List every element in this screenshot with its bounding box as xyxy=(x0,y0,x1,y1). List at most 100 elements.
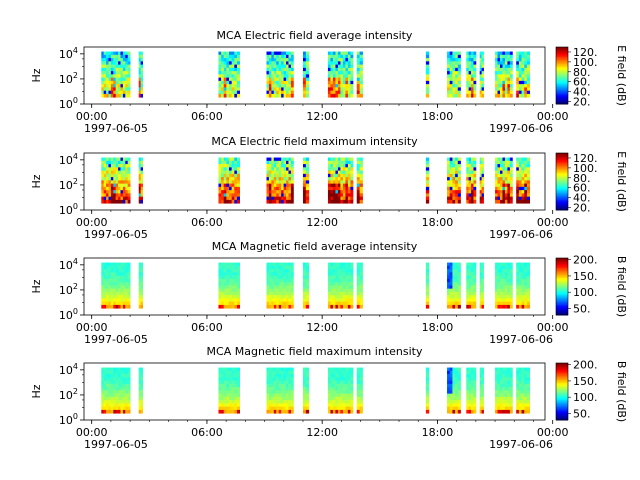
spectrogram-cell xyxy=(221,167,225,171)
spectrogram-cell xyxy=(302,262,307,267)
spectrogram-cell xyxy=(521,377,525,381)
spectrogram-cell xyxy=(524,269,528,273)
spectrogram-cell xyxy=(447,265,451,270)
spectrogram-cell xyxy=(359,269,363,273)
spectrogram-cell xyxy=(502,58,506,62)
spectrogram-cell xyxy=(518,377,522,381)
spectrogram-cell xyxy=(268,367,272,372)
spectrogram-cell xyxy=(122,282,126,286)
spectrogram-cell xyxy=(125,87,129,92)
spectrogram-cell xyxy=(524,196,528,201)
spectrogram-cell xyxy=(140,269,143,273)
spectrogram-cell xyxy=(106,272,109,276)
spectrogram-cell xyxy=(518,180,522,185)
spectrogram-cell xyxy=(113,180,117,185)
colorbar-step xyxy=(556,207,568,210)
spectrogram-cell xyxy=(108,301,112,306)
spectrogram-cell xyxy=(356,199,361,204)
spectrogram-cell xyxy=(226,74,230,79)
spectrogram-cell xyxy=(223,298,227,303)
spectrogram-cell xyxy=(122,262,126,267)
spectrogram-cell xyxy=(342,393,346,398)
spectrogram-cell xyxy=(305,51,310,56)
spectrogram-cell xyxy=(473,186,477,191)
spectrogram-cell xyxy=(449,377,453,381)
spectrogram-cell xyxy=(278,93,282,98)
spectrogram-cell xyxy=(330,77,334,82)
spectrogram-cell xyxy=(504,90,508,95)
spectrogram-cell xyxy=(504,262,508,267)
spectrogram-cell xyxy=(302,93,307,98)
spectrogram-cell xyxy=(305,403,310,408)
spectrogram-cell xyxy=(507,74,511,79)
spectrogram-cell xyxy=(231,301,235,306)
spectrogram-cell xyxy=(127,295,131,299)
spectrogram-cell xyxy=(302,74,307,79)
colorbar-step xyxy=(556,58,568,61)
spectrogram-cell xyxy=(286,265,289,270)
spectrogram-cell xyxy=(502,196,506,201)
spectrogram-cell xyxy=(113,374,117,378)
spectrogram-cell xyxy=(140,380,143,385)
spectrogram-cell xyxy=(226,380,230,385)
spectrogram-cell xyxy=(502,396,506,401)
spectrogram-cell xyxy=(283,403,287,408)
spectrogram-cell xyxy=(327,275,331,280)
spectrogram-cell xyxy=(468,390,472,395)
colorbar-step xyxy=(556,157,568,160)
spectrogram-cell xyxy=(471,282,474,286)
spectrogram-cell xyxy=(356,90,361,95)
spectrogram-cell xyxy=(281,275,284,280)
spectrogram-cell xyxy=(138,285,142,290)
spectrogram-cell xyxy=(127,80,131,85)
spectrogram-cell xyxy=(425,170,430,175)
spectrogram-cell xyxy=(106,393,109,398)
spectrogram-cell xyxy=(140,387,143,391)
spectrogram-cell xyxy=(302,295,307,299)
colorbar-step xyxy=(556,397,568,400)
spectrogram-cell xyxy=(495,406,498,411)
spectrogram-cell xyxy=(281,84,284,88)
spectrogram-cell xyxy=(473,61,477,65)
x-tick-label: 00:00 xyxy=(76,216,108,229)
spectrogram-cell xyxy=(223,196,227,201)
spectrogram-cell xyxy=(236,282,240,286)
spectrogram-cell xyxy=(473,74,477,79)
spectrogram-cell xyxy=(449,93,453,98)
spectrogram-cell xyxy=(290,409,294,414)
spectrogram-cell xyxy=(518,409,522,414)
x-tick-label: 12:00 xyxy=(306,426,338,439)
spectrogram-cell xyxy=(138,409,142,414)
colorbar-step xyxy=(556,160,568,163)
spectrogram-cell xyxy=(110,199,114,204)
spectrogram-cell xyxy=(290,295,294,299)
spectrogram-cell xyxy=(221,180,225,185)
spectrogram-cell xyxy=(356,177,361,181)
spectrogram-cell xyxy=(115,90,119,95)
spectrogram-cell xyxy=(103,304,107,309)
spectrogram-cell xyxy=(452,298,456,303)
colorbar-step xyxy=(556,412,568,415)
spectrogram-cell xyxy=(327,383,331,388)
spectrogram-cell xyxy=(342,74,346,79)
spectrogram-cell xyxy=(327,304,331,309)
spectrogram-cell xyxy=(290,400,294,404)
spectrogram-cell xyxy=(271,285,275,290)
spectrogram-cell xyxy=(288,272,292,276)
spectrogram-cell xyxy=(455,400,459,404)
spectrogram-cell xyxy=(110,157,114,162)
spectrogram-cell xyxy=(281,387,284,391)
spectrogram-cell xyxy=(447,377,451,381)
spectrogram-cell xyxy=(359,275,363,280)
spectrogram-cell xyxy=(106,377,109,381)
spectrogram-cell xyxy=(286,387,289,391)
spectrogram-cell xyxy=(110,301,114,306)
spectrogram-cell xyxy=(138,262,142,267)
spectrogram-cell xyxy=(509,180,513,185)
spectrogram-cell xyxy=(473,199,477,204)
spectrogram-cell xyxy=(350,58,354,62)
spectrogram-cell xyxy=(497,77,501,82)
spectrogram-cell xyxy=(108,396,112,401)
spectrogram-cell xyxy=(101,71,105,75)
spectrogram-cell xyxy=(521,90,525,95)
